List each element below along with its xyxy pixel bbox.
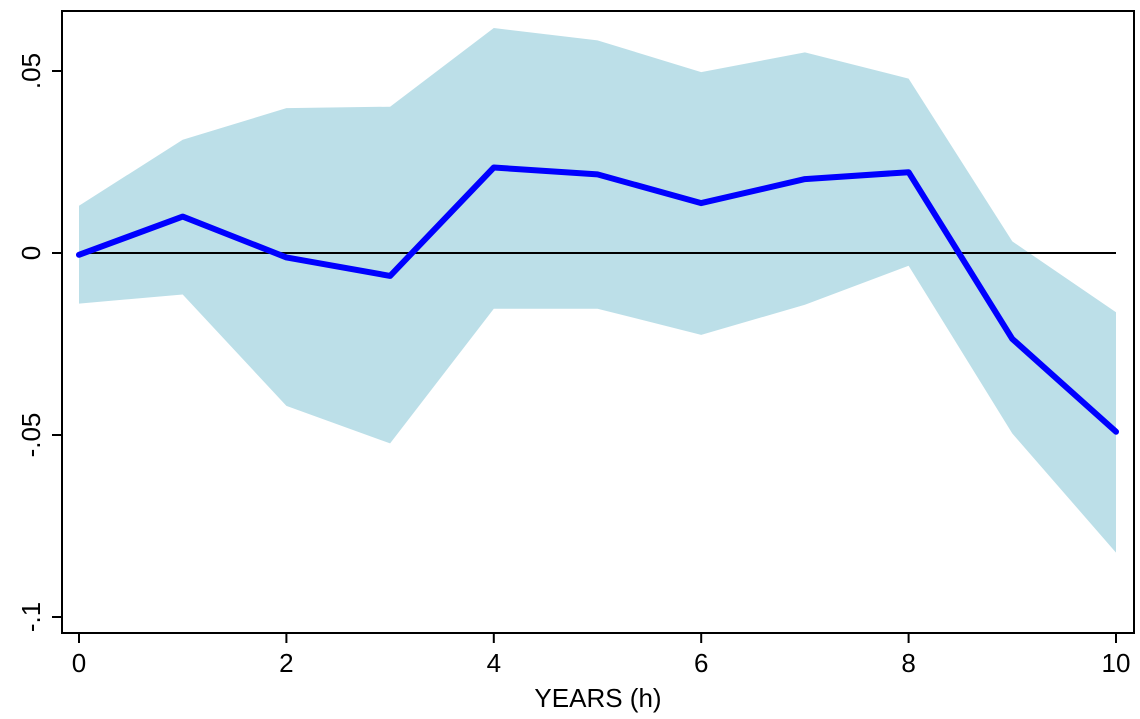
x-tick-label: 2	[279, 648, 293, 678]
estimate-line	[76, 164, 1119, 435]
y-tick-label: -.05	[16, 413, 46, 458]
y-tick-label: 0	[16, 246, 46, 260]
confidence-band-layer	[79, 28, 1116, 553]
plot-frame	[61, 10, 1135, 634]
x-tick-label: 6	[694, 648, 708, 678]
confidence-band	[79, 28, 1116, 553]
x-axis-title: YEARS (h)	[534, 683, 661, 713]
x-tick-label: 8	[901, 648, 915, 678]
x-tick-label: 10	[1102, 648, 1131, 678]
y-tick-label: .05	[16, 53, 46, 89]
y-tick-label: -.1	[16, 602, 46, 632]
estimate-line-layer	[76, 164, 1119, 435]
y-axis: -.1 -.05 0 .05	[16, 53, 62, 632]
x-tick-label: 4	[487, 648, 501, 678]
x-axis: 0 2 4 6 8 10	[72, 633, 1131, 678]
x-tick-label: 0	[72, 648, 86, 678]
